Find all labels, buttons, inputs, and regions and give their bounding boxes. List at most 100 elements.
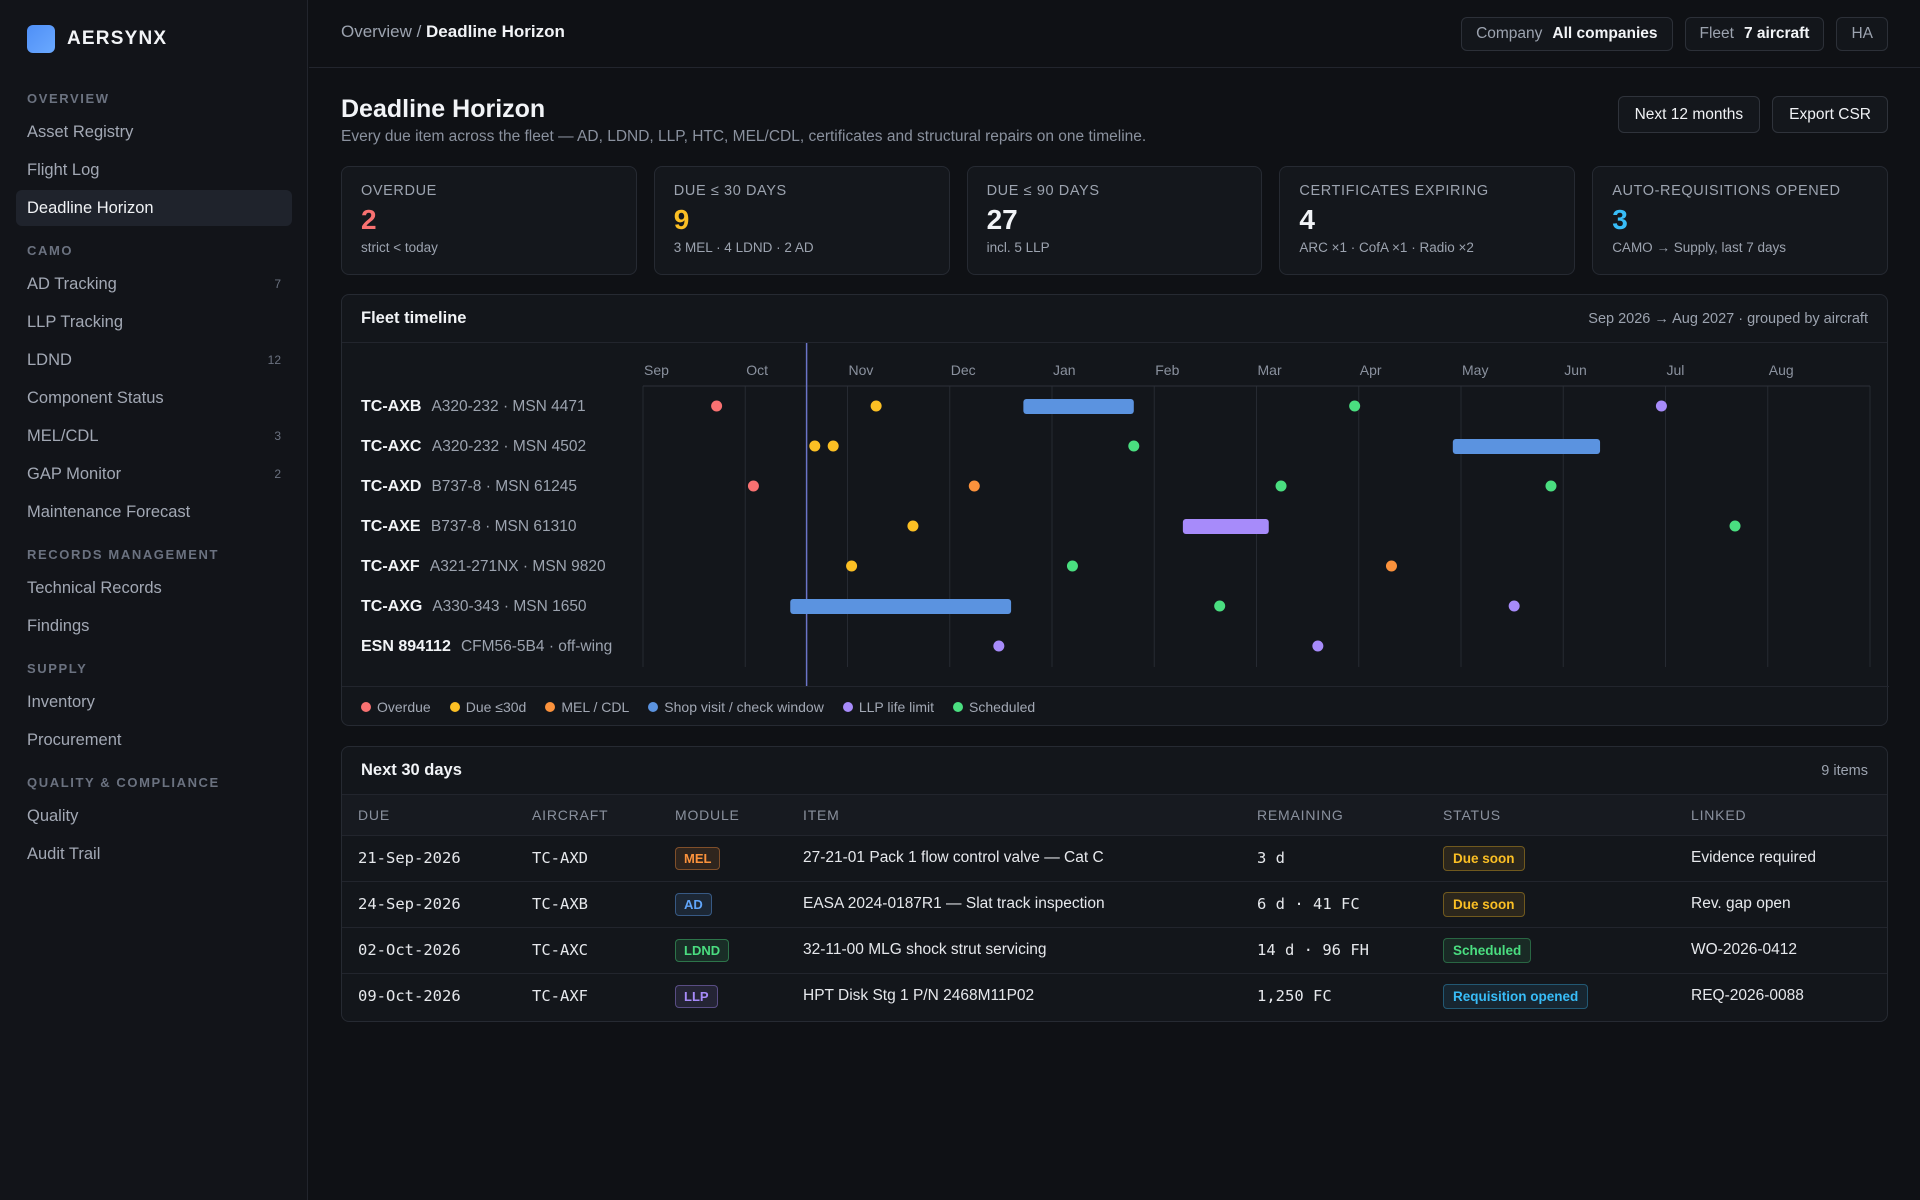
sidebar-item-audit-trail[interactable]: Audit Trail xyxy=(16,836,292,872)
timeline-row-reg[interactable]: TC-AXF xyxy=(361,558,420,575)
sidebar-item-mel-cdl[interactable]: MEL/CDL 3 xyxy=(16,418,292,454)
timeline-event-dot-llp[interactable] xyxy=(1655,400,1667,412)
timeline-event-dot-due30[interactable] xyxy=(846,560,858,572)
column-header-remaining[interactable]: REMAINING xyxy=(1241,795,1427,836)
legend-label: MEL / CDL xyxy=(561,698,630,715)
legend-dot-icon xyxy=(545,701,556,712)
kpi-value: 27 xyxy=(986,204,1018,235)
timeline-row-reg[interactable]: TC-AXC xyxy=(361,438,422,455)
legend-item-llp-life-limit: LLP life limit xyxy=(842,699,934,715)
sidebar-item-label: Findings xyxy=(27,616,90,635)
status-badge: Requisition opened xyxy=(1443,983,1589,1009)
sidebar-item-ldnd[interactable]: LDND 12 xyxy=(16,342,292,378)
nav-section-overview: OVERVIEW xyxy=(27,91,110,106)
cell-linked[interactable]: REQ-2026-0088 xyxy=(1691,987,1804,1005)
breadcrumb-parent[interactable]: Overview xyxy=(341,22,412,41)
timeline-event-dot-overdue[interactable] xyxy=(711,400,723,412)
kpi-card-overdue[interactable]: OVERDUE 2 strict < today xyxy=(341,166,637,275)
timeline-event-dot-llp[interactable] xyxy=(1312,640,1324,652)
export-button[interactable]: Export CSR xyxy=(1772,96,1888,133)
sidebar-item-llp-tracking[interactable]: LLP Tracking xyxy=(16,304,292,340)
table-row[interactable]: 24-Sep-2026 TC-AXB AD EASA 2024-0187R1 — Sl… xyxy=(342,881,1887,928)
cell-status: Scheduled xyxy=(1427,927,1675,974)
fleet-timeline-chart: SepOctNovDecJanFebMarAprMayJunJulAugtoda… xyxy=(342,343,1889,686)
kpi-card-due-90-days[interactable]: DUE ≤ 90 DAYS 27 incl. 5 LLP xyxy=(966,166,1263,275)
cell-linked[interactable]: WO-2026-0412 xyxy=(1675,927,1887,974)
user-avatar[interactable]: HA xyxy=(1836,17,1888,51)
company-selector[interactable]: Company All companies xyxy=(1461,17,1673,51)
sidebar-item-technical-records[interactable]: Technical Records xyxy=(16,570,292,606)
sidebar-item-label: Asset Registry xyxy=(27,122,134,141)
fleet-selector[interactable]: Fleet 7 aircraft xyxy=(1684,17,1825,51)
column-header-module[interactable]: MODULE xyxy=(659,795,787,836)
timeline-event-dot-due30[interactable] xyxy=(907,520,919,532)
sidebar-item-asset-registry[interactable]: Asset Registry xyxy=(16,114,292,150)
cell-linked[interactable]: Evidence required xyxy=(1675,835,1887,882)
sidebar-item-count: 2 xyxy=(274,467,281,481)
sidebar-item-inventory[interactable]: Inventory xyxy=(16,684,292,720)
sidebar-item-deadline-horizon[interactable]: Deadline Horizon xyxy=(16,190,292,226)
table-row[interactable]: 02-Oct-2026 TC-AXC LDND 32-11-00 MLG shock … xyxy=(342,927,1887,974)
timeline-event-dot-llp[interactable] xyxy=(993,640,1005,652)
sidebar-item-ad-tracking[interactable]: AD Tracking 7 xyxy=(16,266,292,302)
timeline-event-dot-scheduled[interactable] xyxy=(1729,520,1741,532)
sidebar-item-gap-monitor[interactable]: GAP Monitor 2 xyxy=(16,456,292,492)
timeline-row-desc: A330-343 · MSN 1650 xyxy=(432,598,587,615)
timeline-event-dot-scheduled[interactable] xyxy=(1214,600,1226,612)
legend-dot-icon xyxy=(361,701,371,712)
table-row[interactable]: 21-Sep-2026 TC-AXD MEL 27-21-01 Pack 1 flow… xyxy=(342,835,1887,882)
fleet-timeline-legend: Overdue Due ≤30d MEL / CDL Shop visit / che… xyxy=(342,686,1889,726)
timeline-event-dot-scheduled[interactable] xyxy=(1349,400,1361,412)
column-header-status[interactable]: STATUS xyxy=(1427,795,1675,836)
kpi-card-due-30-days[interactable]: DUE ≤ 30 DAYS 9 3 MEL · 4 LDND · 2 AD xyxy=(653,166,950,275)
timeline-window-bar-llp[interactable] xyxy=(1182,519,1269,534)
sidebar-item-quality[interactable]: Quality xyxy=(16,798,292,834)
kpi-card-certificates-expiring[interactable]: CERTIFICATES EXPIRING 4 ARC ×1 · CofA ×1 ·… xyxy=(1279,166,1576,275)
cell-due: 24-Sep-2026 xyxy=(342,881,516,928)
fleet-timeline-header: Fleet timeline Sep 2026 → Aug 2027 · gro… xyxy=(342,295,1887,343)
sidebar-item-procurement[interactable]: Procurement xyxy=(16,722,292,758)
timeline-row-reg[interactable]: TC-AXE xyxy=(361,518,421,535)
timeline-row-desc: A321-271NX · MSN 9820 xyxy=(430,558,606,575)
column-header-linked[interactable]: LINKED xyxy=(1675,795,1887,836)
table-row[interactable]: 09-Oct-2026 TC-AXF LLP HPT Disk Stg 1 P/N 2… xyxy=(342,973,1887,1019)
column-header-due[interactable]: DUE xyxy=(342,795,516,836)
timeline-event-dot-scheduled[interactable] xyxy=(1066,560,1078,572)
timeline-row-desc: A320-232 · MSN 4471 xyxy=(431,398,585,415)
timeline-event-dot-mel[interactable] xyxy=(968,480,980,492)
timeline-row-reg[interactable]: TC-AXD xyxy=(361,478,421,495)
table-body: 21-Sep-2026 TC-AXD MEL 27-21-01 Pack 1 flow… xyxy=(342,835,1887,1019)
column-header-item[interactable]: ITEM xyxy=(787,795,1241,836)
timeline-row-reg[interactable]: TC-AXG xyxy=(361,598,422,615)
next-30-days-table: DUE AIRCRAFT MODULE ITEM REMAINING STATUS LINK… xyxy=(342,795,1887,1019)
timeline-event-dot-due30[interactable] xyxy=(809,440,821,452)
timeline-event-dot-due30[interactable] xyxy=(827,440,839,452)
sidebar-item-count: 7 xyxy=(274,277,281,291)
kpi-card-auto-requisitions-opened[interactable]: AUTO-REQUISITIONS OPENED 3 CAMO → Supply, … xyxy=(1592,166,1888,275)
sidebar-item-component-status[interactable]: Component Status xyxy=(16,380,292,416)
timeline-row-reg[interactable]: ESN 894112 xyxy=(361,638,451,655)
timeline-event-dot-due30[interactable] xyxy=(870,400,882,412)
timeline-event-dot-overdue[interactable] xyxy=(747,480,759,492)
sidebar-item-findings[interactable]: Findings xyxy=(16,608,292,644)
cell-linked[interactable]: Rev. gap open xyxy=(1675,881,1887,928)
cell-status: Due soon xyxy=(1427,835,1675,882)
month-tick-label: Oct xyxy=(746,362,768,378)
timeline-window-bar-shop[interactable] xyxy=(1452,439,1601,454)
sidebar-item-maintenance-forecast[interactable]: Maintenance Forecast xyxy=(16,494,292,530)
timeline-window-bar-shop[interactable] xyxy=(790,599,1012,614)
timeline-window-bar-shop[interactable] xyxy=(1023,399,1134,414)
sidebar-item-flight-log[interactable]: Flight Log xyxy=(16,152,292,188)
range-button[interactable]: Next 12 months xyxy=(1617,96,1761,133)
timeline-event-dot-mel[interactable] xyxy=(1385,560,1397,572)
brand[interactable]: AERSYNX xyxy=(27,24,167,54)
timeline-event-dot-scheduled[interactable] xyxy=(1128,440,1140,452)
column-header-aircraft[interactable]: AIRCRAFT xyxy=(516,795,659,836)
timeline-event-dot-llp[interactable] xyxy=(1508,600,1520,612)
next-30-days-title: Next 30 days xyxy=(361,761,462,779)
timeline-event-dot-scheduled[interactable] xyxy=(1545,480,1557,492)
timeline-row-reg[interactable]: TC-AXB xyxy=(361,398,421,415)
legend-label: Overdue xyxy=(377,698,431,715)
timeline-event-dot-scheduled[interactable] xyxy=(1275,480,1287,492)
page-title: Deadline Horizon xyxy=(341,95,546,123)
